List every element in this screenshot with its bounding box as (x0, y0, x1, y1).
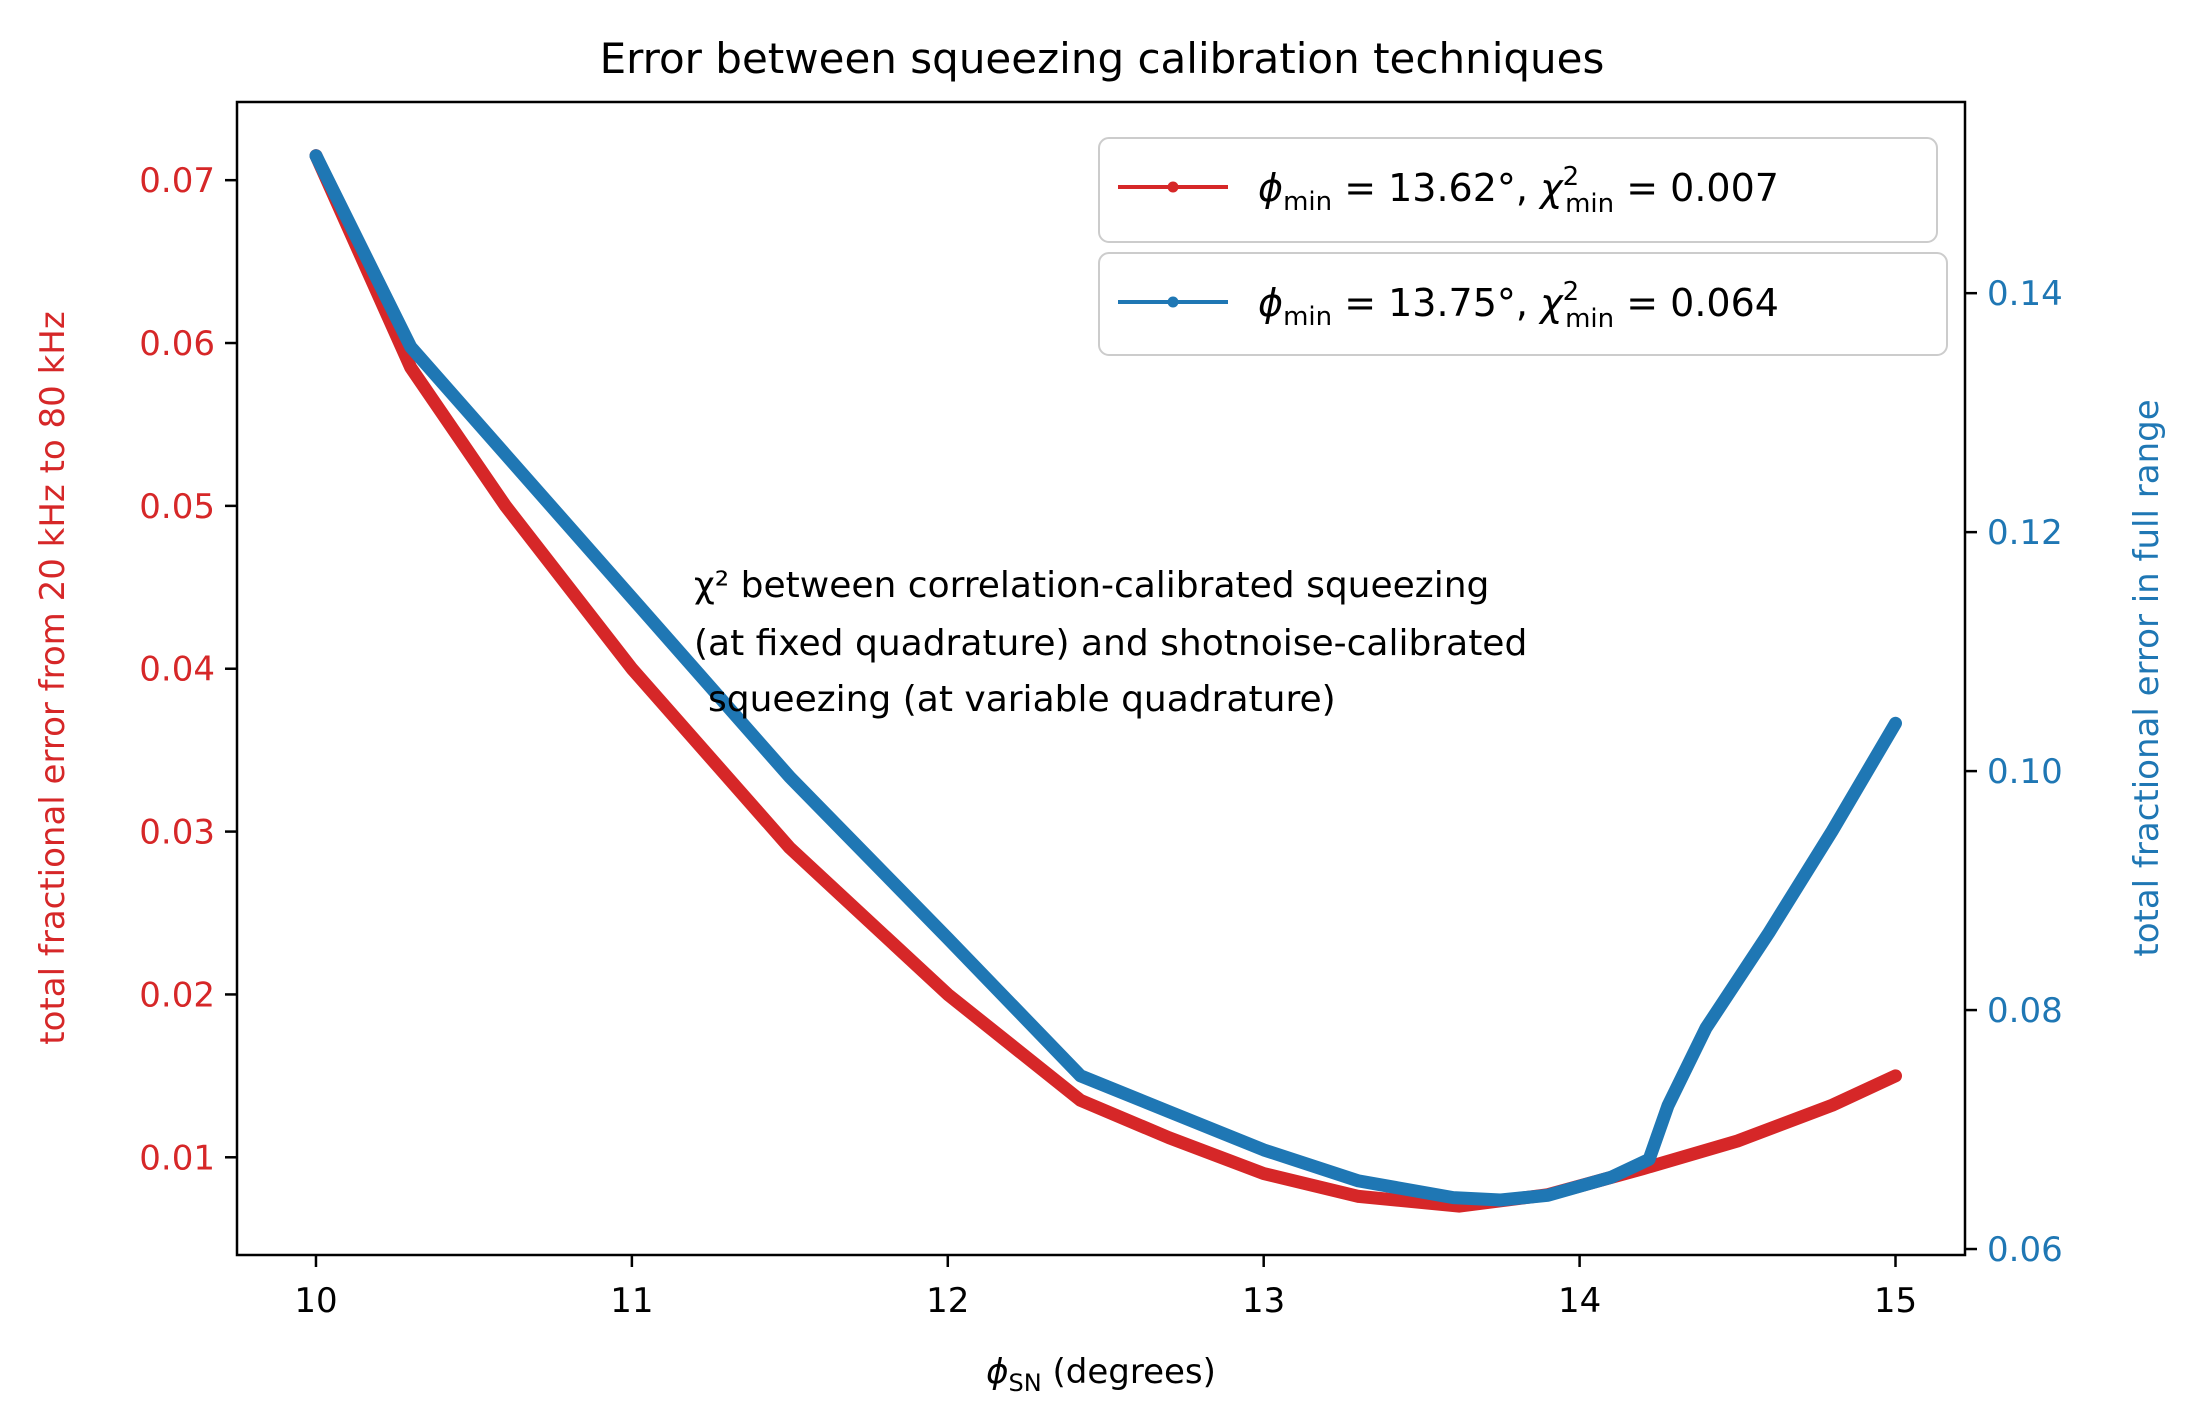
x-axis-label-symbol: ϕ (986, 1352, 1008, 1392)
legend-blue-box (1098, 252, 1948, 356)
y-left-axis-ticks: 0.01 0.02 0.03 0.04 0.05 0.06 0.07 (139, 161, 237, 1178)
y-right-tick-label: 0.06 (1987, 1230, 2063, 1270)
x-tick-label: 10 (294, 1281, 337, 1321)
series-line-2 (309, 149, 1902, 1207)
y-right-tick-label: 0.14 (1987, 274, 2063, 314)
x-axis-label-subscript: SN (1009, 1369, 1042, 1397)
legend-blue-label: ϕmin = 13.75°, χ2 min = 0.064 (1258, 277, 1779, 334)
plot-lines (309, 149, 1902, 1213)
plot-frame (235, 100, 1967, 1257)
y-right-axis-ticks: 0.06 0.08 0.10 0.12 0.14 (1965, 274, 2063, 1270)
legend-blue-swatch-marker (1167, 296, 1179, 308)
y-right-tick-label: 0.10 (1987, 752, 2063, 792)
y-left-tick-label: 0.04 (139, 650, 215, 690)
y-right-tick-label: 0.08 (1987, 991, 2063, 1031)
legend-red-swatch-marker (1167, 181, 1179, 193)
annotation-line-3: squeezing (at variable quadrature) (708, 679, 1336, 720)
legend-red-box (1098, 137, 1938, 243)
y-right-axis-label: total fractional error in full range (2127, 399, 2167, 956)
chart-title: Error between squeezing calibration tech… (600, 34, 1605, 83)
y-left-tick-label: 0.02 (139, 975, 215, 1015)
x-tick-label: 13 (1242, 1281, 1285, 1321)
legend-red-label: ϕmin = 13.62°, χ2 min = 0.007 (1258, 162, 1779, 219)
y-right-tick-label: 0.12 (1987, 513, 2063, 553)
x-axis-ticks: 10 11 12 13 14 15 (294, 1255, 1917, 1321)
chart-annotation: χ² between correlation-calibrated squeez… (694, 565, 1539, 720)
y-left-tick-label: 0.05 (139, 487, 215, 527)
x-tick-label: 12 (926, 1281, 969, 1321)
y-left-tick-label: 0.03 (139, 813, 215, 853)
x-tick-label: 15 (1874, 1281, 1917, 1321)
x-tick-label: 14 (1558, 1281, 1601, 1321)
legend-red: ϕmin = 13.62°, χ2 min = 0.007 (1098, 137, 1938, 243)
y-left-tick-label: 0.06 (139, 324, 215, 364)
annotation-line-1: χ² between correlation-calibrated squeez… (694, 565, 1489, 606)
y-left-tick-label: 0.01 (139, 1138, 215, 1178)
y-left-axis-label: total fractional error from 20 kHz to 80… (33, 311, 73, 1044)
x-axis-label: ϕSN (degrees) (986, 1352, 1216, 1397)
x-axis-label-units: (degrees) (1042, 1352, 1216, 1392)
annotation-line-2: (at fixed quadrature) and shotnoise-cali… (694, 623, 1527, 664)
y-left-tick-label: 0.07 (139, 161, 215, 201)
x-tick-label: 11 (610, 1281, 653, 1321)
legend-blue: ϕmin = 13.75°, χ2 min = 0.064 (1098, 252, 1948, 356)
series-line-1 (309, 149, 1902, 1213)
